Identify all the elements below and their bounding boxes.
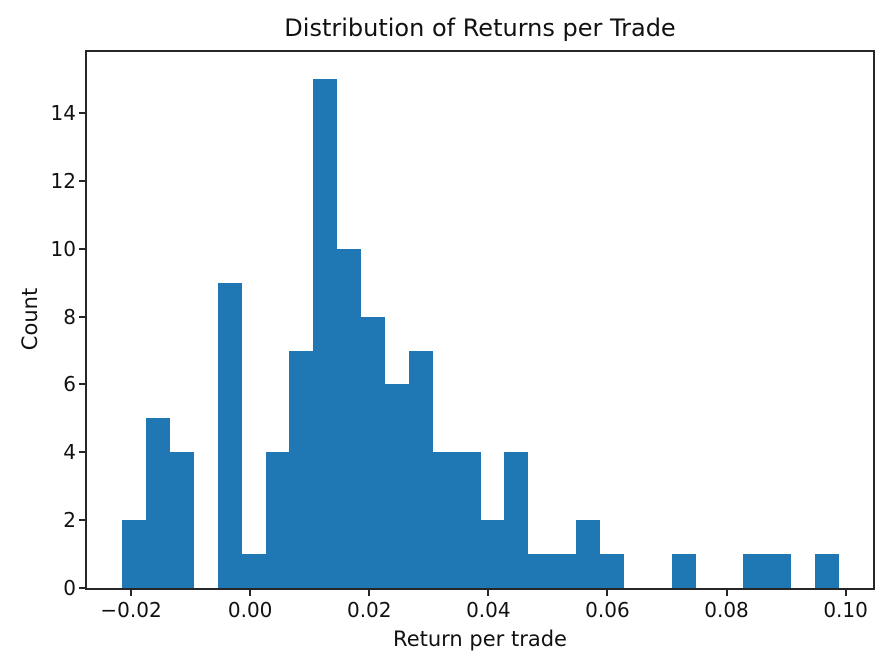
y-tick-label: 6 xyxy=(63,372,76,397)
x-tick-label: 0.06 xyxy=(585,598,630,622)
x-axis-label: Return per trade xyxy=(393,627,567,651)
histogram-bar xyxy=(122,520,146,588)
x-tick-label: 0.04 xyxy=(466,598,511,622)
histogram-bar xyxy=(432,452,457,588)
y-tick-label: 10 xyxy=(50,236,76,261)
x-tick-label: 0.10 xyxy=(823,598,868,622)
histogram-bar xyxy=(743,554,768,588)
y-tick-label: 0 xyxy=(63,576,76,600)
y-axis-label: Count xyxy=(18,287,42,351)
histogram-bar xyxy=(504,452,529,588)
y-tick-mark xyxy=(79,179,85,182)
histogram-bar xyxy=(671,554,696,588)
x-tick-label: 0.08 xyxy=(704,598,749,622)
y-tick-label: 8 xyxy=(63,304,76,329)
x-tick-label: −0.02 xyxy=(100,598,162,622)
x-tick-mark xyxy=(844,590,847,596)
plot-area xyxy=(85,50,875,590)
x-tick-mark xyxy=(130,590,133,596)
histogram-bar xyxy=(337,248,362,588)
histogram-bar xyxy=(265,452,290,588)
y-tick-mark xyxy=(79,315,85,318)
y-tick-label: 12 xyxy=(50,168,76,193)
x-tick-mark xyxy=(368,590,371,596)
y-tick-mark xyxy=(79,247,85,250)
histogram-bar xyxy=(408,350,433,588)
y-tick-mark xyxy=(79,112,85,115)
x-tick-label: 0.02 xyxy=(346,598,392,622)
y-tick-label: 14 xyxy=(50,101,76,126)
histogram-bar xyxy=(169,452,194,588)
histogram-bar xyxy=(385,384,409,588)
histogram-bar xyxy=(217,282,242,588)
x-tick-mark xyxy=(487,590,490,596)
histogram-bar xyxy=(600,554,624,588)
histogram-bar xyxy=(552,554,577,588)
histogram-bar xyxy=(456,452,481,588)
histogram-bar xyxy=(313,79,338,588)
y-tick-label: 4 xyxy=(63,440,76,465)
x-tick-mark xyxy=(725,590,728,596)
histogram-bar xyxy=(361,316,385,588)
histogram-bar xyxy=(576,520,601,588)
histogram-bar xyxy=(815,554,840,588)
chart-title: Distribution of Returns per Trade xyxy=(284,14,676,42)
histogram-bar xyxy=(480,520,505,588)
x-tick-label: 0.00 xyxy=(227,598,273,622)
histogram-bar xyxy=(528,554,553,588)
y-tick-mark xyxy=(79,587,85,589)
y-tick-mark xyxy=(79,451,85,454)
y-tick-mark xyxy=(79,383,85,386)
y-tick-mark xyxy=(79,519,85,522)
histogram-bar xyxy=(241,554,266,588)
x-tick-mark xyxy=(606,590,609,596)
histogram-bar xyxy=(767,554,792,588)
x-tick-mark xyxy=(249,590,252,596)
histogram-bar xyxy=(289,350,314,588)
histogram-bar xyxy=(146,418,170,588)
y-tick-label: 2 xyxy=(63,508,76,533)
